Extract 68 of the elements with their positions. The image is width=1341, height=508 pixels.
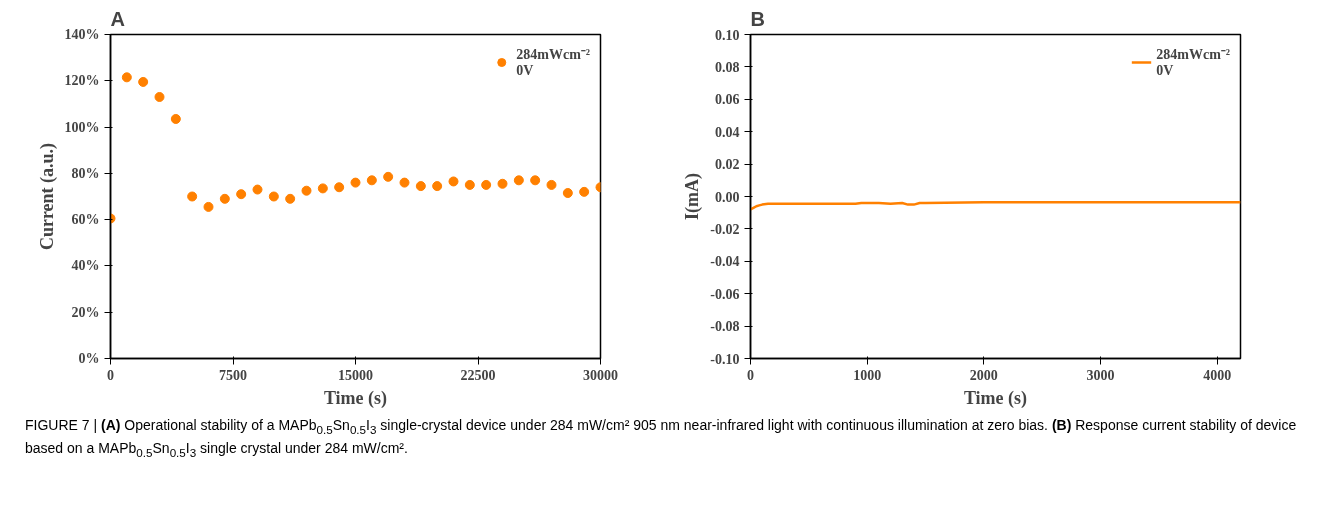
y-tick-label: 20% <box>71 304 100 320</box>
y-tick-label: -0.02 <box>710 221 740 237</box>
point <box>219 193 230 204</box>
point <box>546 179 557 190</box>
point <box>562 188 573 199</box>
x-tick-label: 0 <box>107 367 114 383</box>
point <box>383 171 394 182</box>
x-tick-label: 0 <box>747 367 754 383</box>
y-tick-label: -0.08 <box>710 319 740 335</box>
point <box>464 179 475 190</box>
point <box>497 178 508 189</box>
y-axis-title: I(mA) <box>682 172 704 220</box>
legend-label: 284mWcm⁻² 0V <box>1156 46 1230 79</box>
point <box>579 186 590 197</box>
x-axis-title: Time (s) <box>323 387 388 409</box>
x-tick-label: 3000 <box>1086 367 1115 383</box>
y-tick-label: 0.00 <box>715 189 740 205</box>
x-tick-label: 2000 <box>969 367 998 383</box>
y-tick-label: -0.06 <box>710 286 740 302</box>
point <box>268 191 279 202</box>
chart-title: B <box>750 7 765 30</box>
point <box>334 182 345 193</box>
legend-label: 284mWcm⁻² 0V <box>516 46 590 79</box>
y-tick-label: 0.08 <box>715 59 740 75</box>
x-tick-label: 15000 <box>338 367 373 383</box>
point <box>317 183 328 194</box>
y-tick-label: 100% <box>64 119 100 135</box>
y-tick-label: -0.10 <box>710 351 740 367</box>
y-tick-label: 80% <box>71 165 100 181</box>
point <box>432 181 443 192</box>
chart-title: A <box>110 7 125 30</box>
y-axis-title: Current (a.u.) <box>36 142 58 251</box>
point <box>187 191 198 202</box>
point <box>399 177 410 188</box>
point <box>121 72 132 83</box>
point <box>236 189 247 200</box>
point <box>154 91 165 102</box>
y-tick-label: -0.04 <box>710 254 740 270</box>
y-tick-label: 0.04 <box>715 124 740 140</box>
x-tick-label: 30000 <box>583 367 618 383</box>
point <box>350 177 361 188</box>
point <box>530 175 541 186</box>
y-tick-label: 120% <box>64 73 100 89</box>
point <box>415 181 426 192</box>
line-series <box>750 200 1241 211</box>
x-axis-title: Time (s) <box>963 387 1028 409</box>
point <box>138 76 149 87</box>
point <box>513 175 524 186</box>
point <box>203 201 214 212</box>
point <box>366 175 377 186</box>
y-tick-label: 0.06 <box>715 92 740 108</box>
x-tick-label: 1000 <box>853 367 882 383</box>
y-tick-label: 0% <box>78 351 100 366</box>
y-tick-label: 0.02 <box>715 157 740 173</box>
point <box>285 193 296 204</box>
y-tick-label: 140% <box>64 27 100 42</box>
y-tick-label: 60% <box>71 212 100 228</box>
y-tick-label: 0.10 <box>715 27 740 43</box>
point <box>301 185 312 196</box>
point <box>448 176 459 187</box>
x-tick-label: 7500 <box>219 367 247 383</box>
y-tick-label: 40% <box>71 258 100 274</box>
point <box>252 184 263 195</box>
text: FIGURE 7 | (A) Operational stability of a MAPb$_{0.5}$Sn$_{0.5}$I$_{3}$ single-crystal device under 284 mW/cm² 905 nm near-infrared light with continuous illumination at zero bias. (B) Response current stability of device based on a MAPb$_{0.5}$Sn$_{0.5}$I$_{3}$ single crystal under 284 mW/cm². <box>25 417 1297 460</box>
x-tick-label: 4000 <box>1203 367 1232 383</box>
x-tick-label: 22500 <box>460 367 496 383</box>
point <box>481 179 492 190</box>
point <box>170 113 181 124</box>
